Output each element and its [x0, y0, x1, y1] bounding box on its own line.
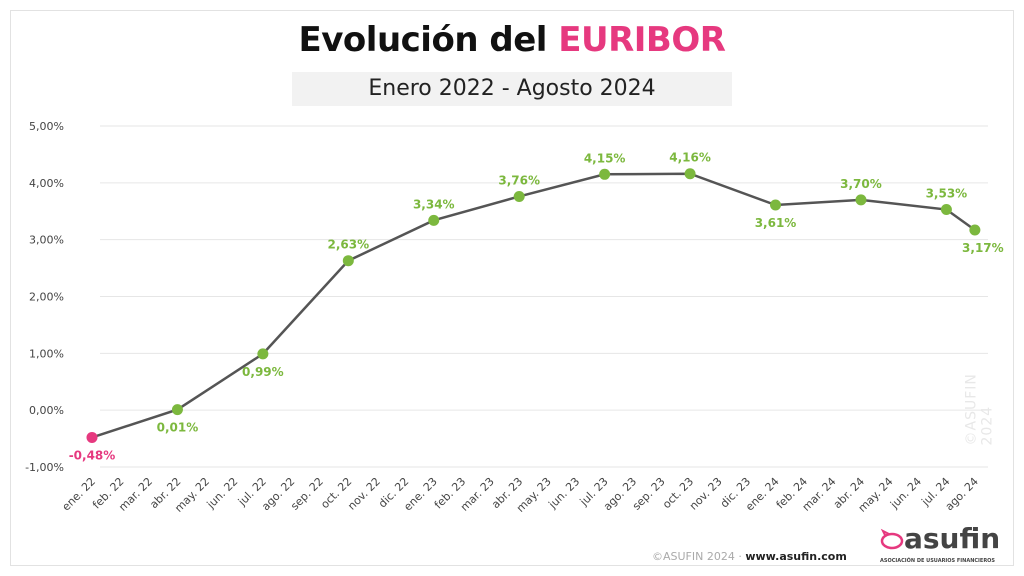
y-tick-label: -1,00% [25, 461, 64, 474]
x-tick-label: jun. 23 [546, 475, 583, 512]
data-label: 3,17% [962, 241, 1004, 255]
data-label: 3,34% [413, 197, 455, 211]
y-tick-label: 1,00% [29, 347, 64, 360]
data-point [684, 168, 696, 180]
data-point [171, 404, 183, 416]
website-link[interactable]: www.asufin.com [745, 550, 847, 563]
x-tick-label: ene. 22 [60, 475, 99, 514]
series-line [91, 172, 976, 439]
y-tick-label: 0,00% [29, 404, 64, 417]
copyright: ©ASUFIN 2024 [652, 550, 735, 563]
data-label: 0,99% [242, 365, 284, 379]
piggy-bank-icon [880, 528, 904, 550]
data-point [940, 204, 952, 216]
data-point [513, 190, 525, 202]
x-tick-label: jun. 24 [887, 475, 924, 512]
data-point [428, 214, 440, 226]
y-tick-label: 3,00% [29, 234, 64, 247]
logo-name: asufin [904, 522, 1001, 555]
data-label: 3,61% [755, 216, 797, 230]
data-label: 4,15% [584, 151, 626, 165]
data-label: 4,16% [669, 151, 711, 165]
title-highlight: EURIBOR [558, 20, 726, 60]
y-tick-label: 5,00% [29, 120, 64, 133]
data-point [86, 431, 98, 443]
logo-subtitle: ASOCIACIÓN DE USUARIOS FINANCIEROS [880, 558, 996, 564]
data-point [855, 194, 867, 206]
title-prefix: Evolución del [298, 20, 559, 60]
y-tick-label: 2,00% [29, 291, 64, 304]
data-label: 3,76% [498, 173, 540, 187]
footer: ©ASUFIN 2024 · www.asufin.com [652, 550, 847, 563]
data-point [770, 199, 782, 211]
x-tick-label: jun. 22 [204, 475, 241, 512]
data-label: 2,63% [327, 238, 369, 252]
chart-title: Evolución del EURIBOR [0, 20, 1024, 60]
data-label: 0,01% [157, 421, 199, 435]
data-label: 3,53% [926, 187, 968, 201]
chart-subtitle: Enero 2022 - Agosto 2024 [292, 72, 732, 106]
data-label: 3,70% [840, 177, 882, 191]
data-point [599, 168, 611, 180]
data-point [969, 224, 981, 236]
watermark: ©ASUFIN 2024 [963, 373, 996, 446]
y-tick-label: 4,00% [29, 177, 64, 190]
data-label: -0,48% [69, 448, 116, 462]
data-point [257, 348, 269, 360]
data-point [342, 255, 354, 267]
